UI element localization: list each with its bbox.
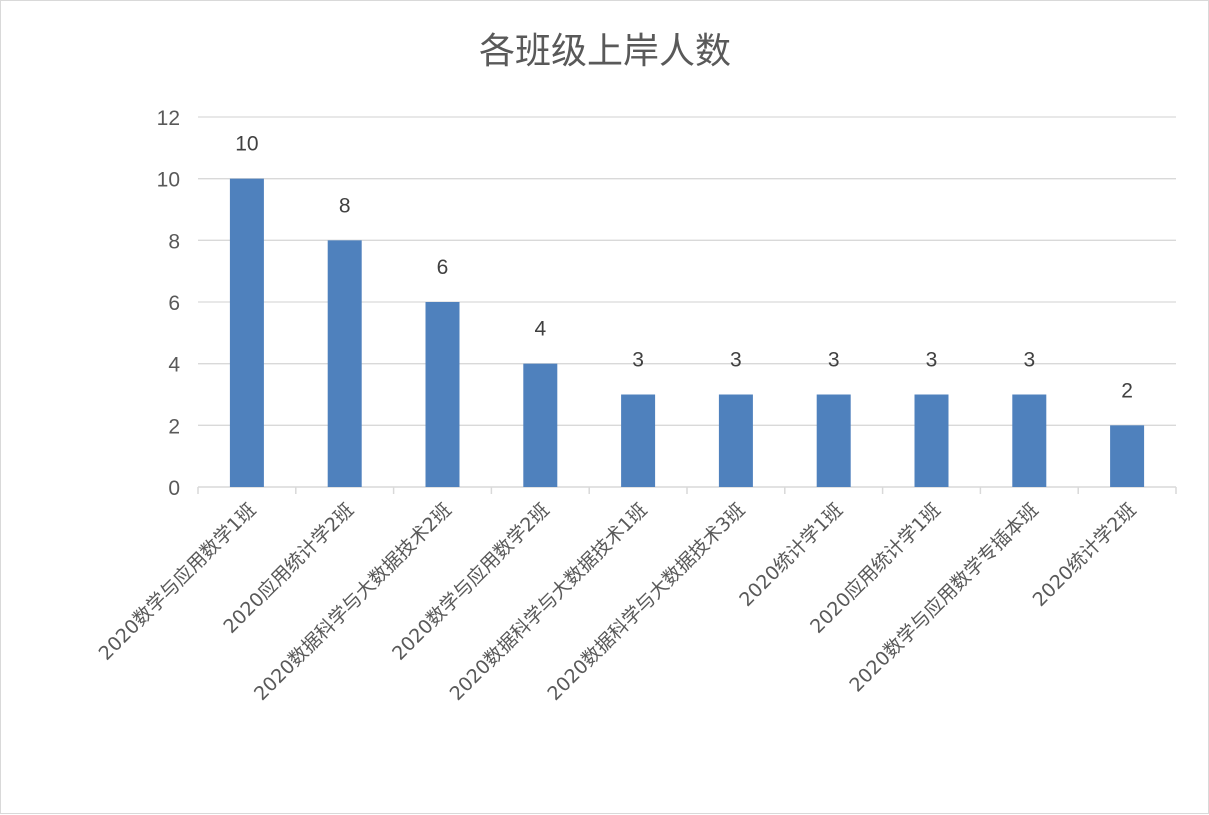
bar	[1012, 394, 1047, 487]
data-label: 4	[534, 318, 546, 341]
y-tick-label: 6	[168, 292, 180, 315]
data-labels: 10 8 6 4 3 3 3 3 3 2	[235, 133, 1133, 403]
x-category-label: 2020数学与应用数学专插本班	[845, 499, 1043, 697]
x-category-label: 2020数据科学与大数据技术2班	[250, 499, 456, 705]
bar	[621, 394, 656, 487]
y-tick-label: 12	[157, 107, 180, 130]
data-label: 3	[730, 349, 742, 372]
y-tick-label: 8	[168, 230, 180, 253]
x-category-label: 2020数学与应用数学2班	[388, 499, 554, 665]
y-tick-label: 10	[157, 169, 180, 192]
x-category-label: 2020数据科学与大数据技术3班	[543, 499, 749, 705]
data-label: 3	[632, 349, 644, 372]
y-tick-label: 2	[168, 415, 180, 438]
bar	[523, 363, 558, 487]
x-category-label: 2020数学与应用数学1班	[95, 499, 261, 665]
data-label: 3	[926, 349, 938, 372]
chart-title: 各班级上岸人数	[479, 31, 731, 72]
data-label: 3	[1023, 349, 1035, 372]
x-category-label: 2020统计学2班	[1029, 499, 1141, 611]
bar	[718, 394, 753, 487]
bar	[816, 394, 851, 487]
data-label: 2	[1121, 379, 1133, 402]
bar	[425, 302, 460, 487]
bars	[229, 178, 1145, 487]
x-category-label: 2020统计学1班	[735, 499, 847, 611]
x-category-label: 2020数据科学与大数据技术1班	[446, 499, 652, 705]
axes	[197, 486, 1177, 494]
bar	[914, 394, 949, 487]
data-label: 8	[339, 194, 351, 217]
data-label: 10	[235, 133, 258, 156]
bar	[327, 240, 362, 487]
bar	[229, 178, 264, 487]
y-tick-label: 0	[168, 477, 180, 500]
data-label: 3	[828, 349, 840, 372]
data-label: 6	[437, 256, 449, 279]
y-tick-label: 4	[168, 354, 180, 377]
bar	[1110, 425, 1145, 487]
